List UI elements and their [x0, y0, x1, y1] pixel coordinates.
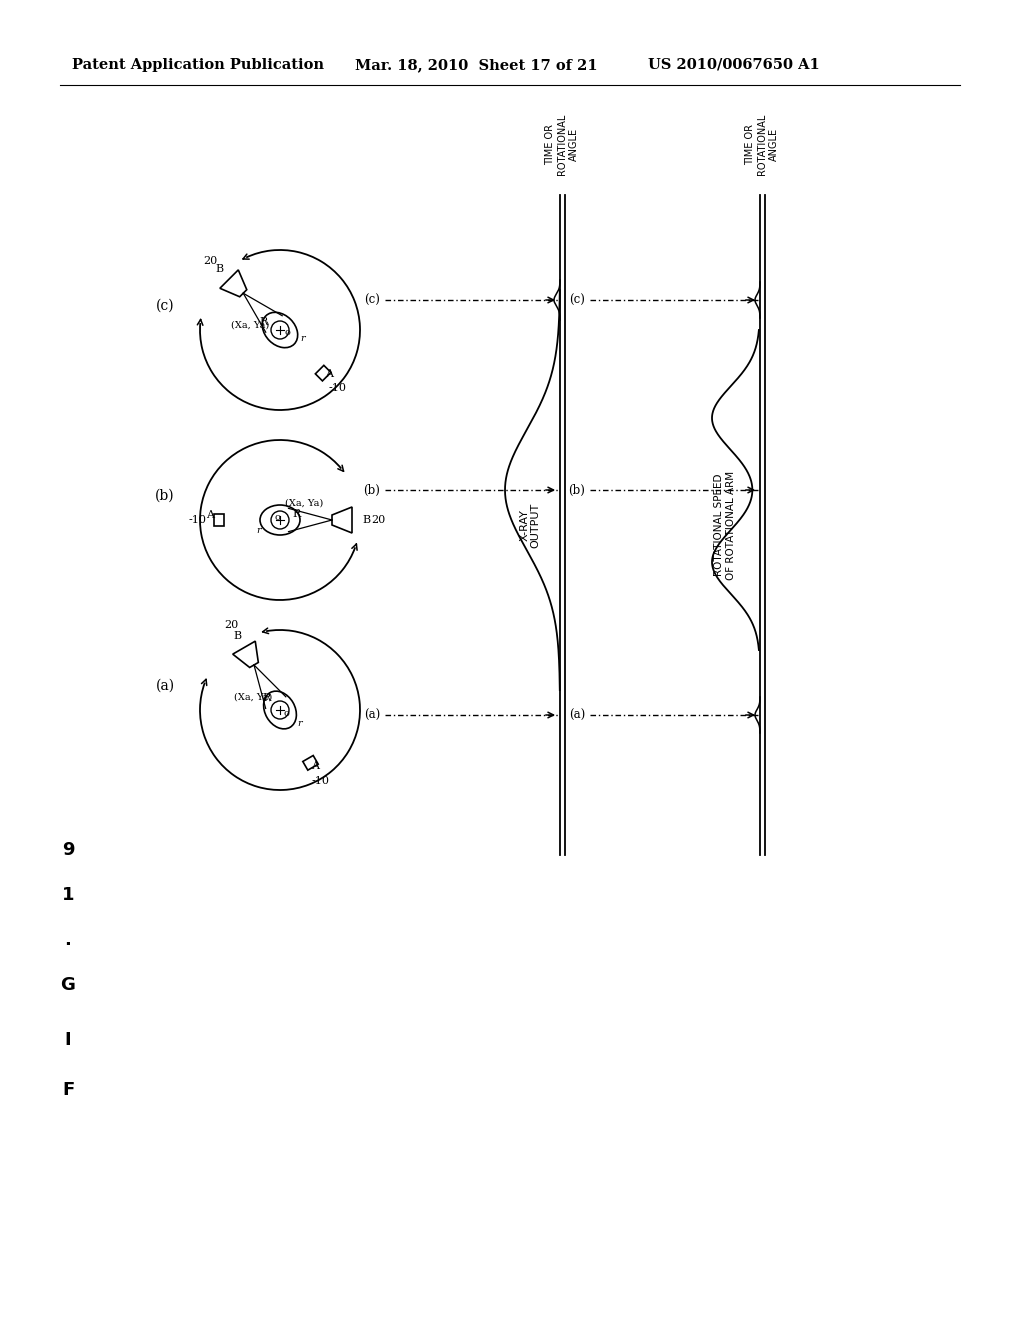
Text: (Xa, Ya): (Xa, Ya) — [286, 498, 324, 507]
Text: Mar. 18, 2010  Sheet 17 of 21: Mar. 18, 2010 Sheet 17 of 21 — [355, 58, 598, 73]
Text: o: o — [274, 513, 280, 523]
Text: ROTATIONAL SPEED
OF ROTATIONAL ARM: ROTATIONAL SPEED OF ROTATIONAL ARM — [714, 470, 736, 579]
Text: 9: 9 — [61, 841, 75, 859]
Text: A: A — [206, 510, 214, 520]
Text: 1: 1 — [61, 886, 75, 904]
Text: B: B — [232, 631, 241, 640]
Text: A: A — [326, 370, 334, 379]
Text: (c): (c) — [156, 300, 174, 313]
Text: (a): (a) — [156, 678, 174, 693]
Text: -10: -10 — [329, 383, 347, 393]
Text: R: R — [293, 508, 301, 519]
Text: TIME OR
ROTATIONAL
ANGLE: TIME OR ROTATIONAL ANGLE — [546, 114, 579, 176]
Text: (Xa, Ya): (Xa, Ya) — [231, 321, 269, 329]
Text: (b): (b) — [364, 483, 380, 496]
Text: B: B — [361, 515, 370, 525]
Text: o: o — [285, 327, 290, 337]
Text: -10: -10 — [189, 515, 207, 525]
Text: US 2010/0067650 A1: US 2010/0067650 A1 — [648, 58, 820, 73]
Text: (Xa, Ya): (Xa, Ya) — [233, 693, 272, 702]
Text: (c): (c) — [569, 293, 585, 306]
Text: (b): (b) — [568, 483, 585, 496]
Text: G: G — [60, 975, 76, 994]
Text: .: . — [65, 931, 72, 949]
Text: 20: 20 — [224, 620, 239, 630]
Text: r: r — [300, 334, 305, 343]
Text: 20: 20 — [204, 256, 218, 265]
Text: (a): (a) — [568, 709, 585, 722]
Text: (b): (b) — [156, 488, 175, 503]
Text: X-RAY
OUTPUT: X-RAY OUTPUT — [519, 503, 541, 548]
Text: A: A — [311, 760, 319, 771]
Text: R: R — [262, 693, 270, 704]
Text: Patent Application Publication: Patent Application Publication — [72, 58, 324, 73]
Text: -10: -10 — [312, 776, 330, 785]
Text: (c): (c) — [365, 293, 380, 306]
Text: F: F — [61, 1081, 74, 1100]
Text: B: B — [215, 264, 223, 275]
Text: (a): (a) — [364, 709, 380, 722]
Text: r: r — [297, 719, 302, 729]
Text: 20: 20 — [371, 515, 385, 525]
Text: I: I — [65, 1031, 72, 1049]
Text: o: o — [283, 709, 289, 718]
Text: TIME OR
ROTATIONAL
ANGLE: TIME OR ROTATIONAL ANGLE — [745, 114, 778, 176]
Text: r: r — [256, 525, 260, 535]
Text: R: R — [259, 317, 268, 327]
